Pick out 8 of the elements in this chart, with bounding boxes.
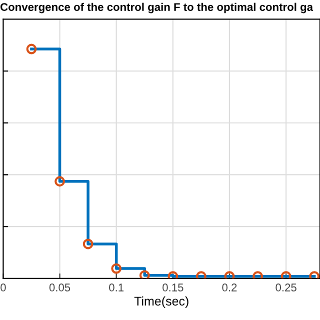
x-tick-label: 0.25: [276, 284, 296, 292]
chart-title: Convergence of the control gain F to the optimal control ga: [0, 2, 314, 14]
x-tick-label: 0.1: [109, 284, 124, 292]
x-tick-label: 0.15: [162, 284, 184, 292]
x-tick-label: 0.2: [222, 284, 237, 292]
x-tick-label: 0: [0, 284, 6, 292]
x-tick-label: 0.05: [49, 284, 70, 292]
x-axis-title: Time(sec): [134, 296, 188, 308]
